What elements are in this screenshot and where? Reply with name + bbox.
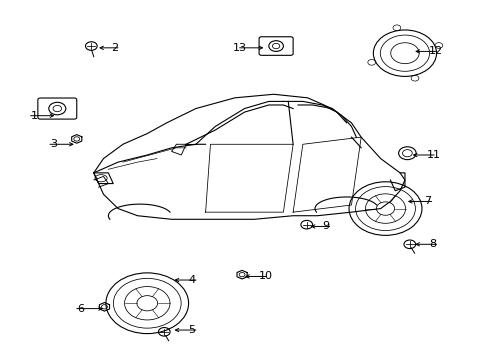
Text: 2: 2 — [111, 43, 118, 53]
Text: 10: 10 — [259, 271, 272, 282]
Text: 3: 3 — [50, 139, 57, 149]
Text: 5: 5 — [188, 325, 195, 335]
Text: 4: 4 — [188, 275, 195, 285]
Text: 7: 7 — [424, 197, 430, 206]
Text: 1: 1 — [31, 111, 38, 121]
Text: 12: 12 — [428, 46, 443, 57]
Text: 6: 6 — [77, 303, 84, 314]
Text: 8: 8 — [428, 239, 435, 249]
Text: 9: 9 — [322, 221, 329, 231]
Text: 13: 13 — [232, 43, 246, 53]
Text: 11: 11 — [426, 150, 440, 160]
